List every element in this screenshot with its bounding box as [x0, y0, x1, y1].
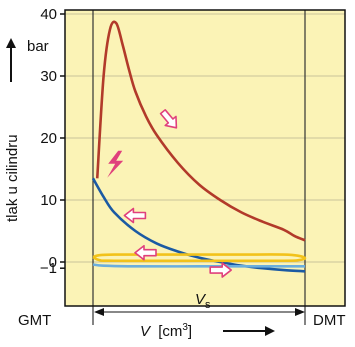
spark-icon [107, 150, 124, 178]
y-axis-arrowhead [6, 38, 16, 48]
series-layer [91, 20, 307, 273]
direction-arrow-shape [134, 244, 157, 261]
series-exhaust [92, 253, 307, 263]
x-axis-arrowhead [265, 326, 275, 336]
x-right-label: DMT [313, 312, 346, 329]
direction-arrow-shape [209, 262, 232, 278]
y-tick-label: 30 [40, 68, 57, 85]
direction-arrow-shape [123, 207, 147, 224]
stroke-dimension-arrow-right [295, 308, 305, 316]
y-tick-label: 0 [49, 254, 57, 271]
y-axis-label: tlak u cilindru [4, 134, 21, 222]
y-tick-label: −1 [40, 260, 57, 277]
y-tick-label: 40 [40, 6, 57, 23]
direction-arrow [134, 244, 157, 261]
direction-arrow [209, 262, 232, 278]
x-axis-label: V [cm3] [140, 322, 192, 340]
y-axis-unit: bar [27, 38, 49, 55]
y-tick-label: 10 [40, 192, 57, 209]
stroke-dimension-arrow-left [94, 308, 104, 316]
direction-arrow [159, 109, 178, 129]
y-tick-label: 20 [40, 130, 57, 147]
stroke-volume-label: Vs [195, 291, 211, 311]
series-intake [92, 263, 305, 268]
direction-arrow [123, 207, 147, 224]
plot-frame [64, 9, 346, 307]
axes: −10 10 20 30 40 [40, 6, 346, 325]
marks [107, 109, 232, 278]
direction-arrow-shape [159, 109, 178, 129]
x-left-label: GMT [18, 312, 51, 329]
series-compression_combustion [95, 20, 306, 242]
